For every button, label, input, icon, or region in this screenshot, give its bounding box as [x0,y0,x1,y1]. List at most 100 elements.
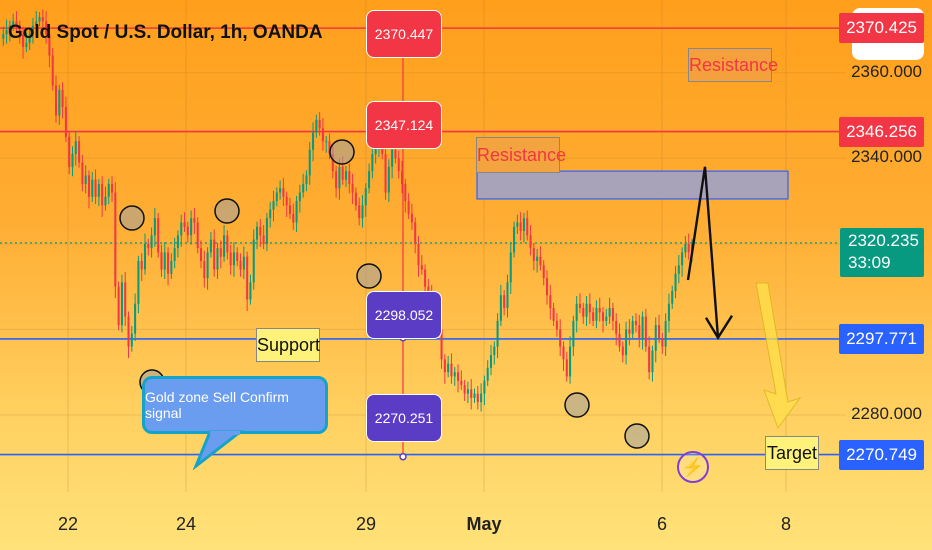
candle-body [58,89,61,116]
candle-body [397,158,400,172]
candle-body [193,218,196,223]
x-tick-label: 6 [656,514,668,534]
candle-body [295,201,298,223]
candle-body [526,218,529,236]
candle-body [272,201,275,210]
candle-body [621,346,624,356]
supply-zone [476,170,789,200]
candle-body [602,312,605,321]
candle-body [368,171,371,189]
candle-body [681,252,684,266]
candle-body [559,329,562,347]
y-tick-label: 2280.000 [851,403,922,423]
candle-body [143,243,147,270]
candle-body [107,183,110,197]
candle-body [12,21,15,26]
x-tick-label: May [466,514,502,534]
candle-body [341,166,344,180]
price-callout: 2347.124 [366,101,442,149]
candle-body [186,226,189,236]
x-tick-label: 8 [780,514,792,534]
candle-body [117,286,120,326]
candle-body [173,248,176,261]
candle-body [242,256,245,270]
candle-body [552,308,555,321]
candle-body [592,312,595,321]
candle-body [648,346,651,373]
candle-body [565,359,568,377]
candle-body [582,308,585,317]
candle-body [292,213,295,223]
candle-body [81,162,84,184]
candle-body [634,320,638,326]
candle-body [348,171,351,184]
candle-body [473,393,476,398]
candle-body [410,213,413,223]
swing-marker [624,423,650,449]
candle-body [611,308,614,321]
candle-body [180,222,183,236]
candle-body [140,260,143,270]
candle-body [506,282,509,309]
candle-body [68,136,71,167]
candle-body [269,209,272,219]
candle-body [374,145,377,155]
swing-marker [564,392,590,418]
candle-body [509,252,512,283]
candle-body [302,183,305,193]
candle-body [625,329,628,356]
candle-body [351,183,354,193]
candle-body [97,183,100,197]
candle-body [226,235,229,253]
candle-body [384,154,387,193]
candle-body [104,196,107,206]
candle-body [206,252,209,279]
candle-body [275,192,278,202]
price-tag-target: 2270.749 [839,439,924,470]
candle-body [516,222,519,227]
candle-body [354,192,357,206]
candle-body [542,265,545,279]
swing-marker [119,205,145,231]
candle-body [513,226,516,253]
swing-marker [329,139,355,165]
candle-body [644,316,647,347]
signal-text: Gold zone Sell Confirm signal [145,389,289,421]
candle-body [232,252,235,266]
projection-arrowhead [704,315,734,340]
lightning-icon[interactable]: ⚡ [677,451,709,483]
candle-body [41,17,44,22]
candle-body [288,205,292,214]
candle-body [414,222,417,244]
y-tick-label: 2340.000 [851,147,922,167]
candle-body [476,393,479,403]
candle-body [595,308,598,321]
swing-marker [356,263,382,289]
candle-body [618,333,621,347]
candle-body [279,188,282,193]
candle-body [120,282,123,326]
candle-body [229,252,232,266]
candle-body [687,243,690,253]
candle-body [667,303,670,321]
candle-body [453,372,456,377]
candle-body [51,55,54,86]
candle-body [489,355,493,368]
candle-body [549,295,552,309]
candle-body [22,34,25,48]
candle-body [285,196,288,206]
candle-body [562,346,565,360]
resistance-label-lower: Resistance [476,137,566,173]
candle-body [460,380,463,386]
candle-body [54,85,58,116]
candle-body [28,34,31,43]
candle-body [190,218,193,236]
candle-body [364,188,367,206]
candle-body [671,290,674,304]
price-callout: 2270.251 [366,394,442,442]
candle-body [87,175,90,197]
candle-body [483,380,486,394]
candle-body [480,393,483,403]
candle-body [344,171,348,180]
